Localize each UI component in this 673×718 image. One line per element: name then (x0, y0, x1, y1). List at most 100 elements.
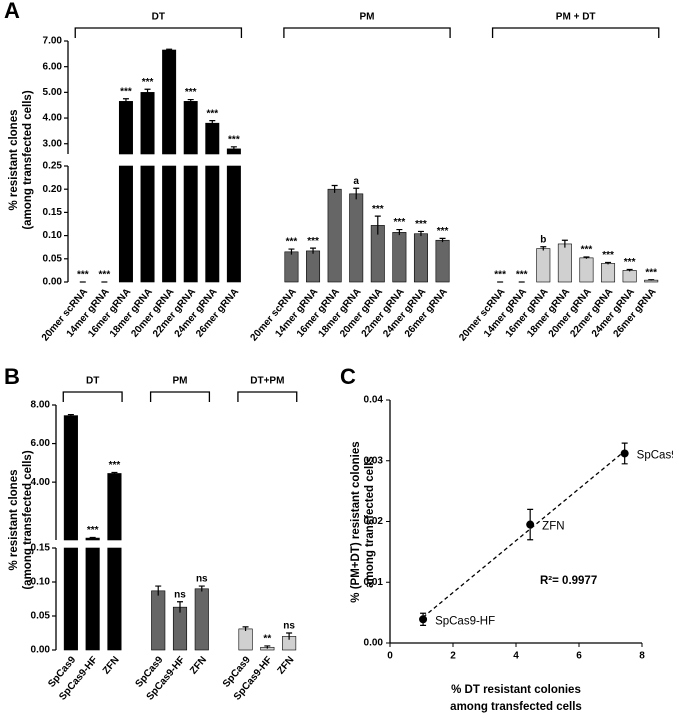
point-label: SpCas9-HF (435, 615, 495, 627)
significance-label: *** (286, 237, 298, 248)
bar (413, 233, 428, 283)
bar-lower-part (118, 165, 133, 283)
bar-lower-part (140, 165, 155, 283)
significance-label: *** (624, 257, 636, 268)
y-tick-label: 4.00 (31, 477, 51, 488)
y-tick-label: 5.00 (43, 87, 63, 98)
bar (579, 257, 594, 283)
error-bar (122, 98, 129, 104)
group-label: DT (152, 12, 165, 23)
group-bracket (74, 27, 243, 38)
bar-upper-part (183, 101, 198, 155)
bar-upper-part (205, 122, 220, 155)
significance-label: *** (206, 108, 218, 119)
error-bar (264, 645, 271, 649)
y-tick-label: 8.00 (31, 400, 51, 411)
fit-line (422, 450, 626, 618)
error-bar (177, 601, 183, 613)
group-bracket (62, 391, 123, 402)
error-bar (310, 247, 317, 254)
significance-label: *** (372, 204, 384, 215)
bar-lower-part (226, 165, 241, 283)
significance-label: ns (196, 574, 208, 585)
bar-upper-part (107, 473, 122, 541)
bar-lower-part (162, 165, 177, 283)
error-bar (198, 585, 205, 592)
error-bar (155, 585, 162, 596)
y-tick-label: 0.00 (364, 638, 384, 649)
bar-lower-part (183, 165, 198, 283)
bar (349, 193, 364, 283)
y-tick-label: 0.05 (31, 611, 51, 622)
significance-label: *** (99, 270, 111, 281)
error-bar (353, 187, 360, 200)
group-label: DT+PM (250, 376, 284, 387)
y-tick-label: 7.00 (43, 36, 63, 47)
significance-label: *** (77, 270, 89, 281)
y-tick-label: 0.25 (43, 161, 63, 172)
panel-letter: C (340, 364, 356, 389)
group-label: PM (360, 12, 375, 23)
significance-label: *** (415, 219, 427, 230)
bar (536, 248, 551, 283)
y-tick-label: 0.04 (364, 395, 384, 406)
error-bar (67, 414, 74, 417)
group-label: PM (173, 376, 188, 387)
bar-upper-part (63, 415, 78, 541)
error-bar (374, 215, 381, 235)
significance-label: ** (263, 634, 271, 645)
point (419, 615, 428, 624)
error-bar (187, 98, 194, 104)
y-tick-label: 6.00 (31, 438, 51, 449)
bar-lower-part (205, 165, 220, 283)
error-bar (89, 536, 96, 539)
bar (392, 232, 407, 283)
x-tick-label: ZFN (276, 655, 297, 677)
significance-label: *** (394, 217, 406, 228)
bar (284, 251, 299, 283)
point-label: SpCas9 (637, 449, 673, 461)
bar (238, 628, 253, 651)
significance-label: *** (645, 267, 657, 278)
x-tick-label: 0 (387, 651, 393, 662)
point (620, 449, 629, 458)
y-tick-label: 0.00 (31, 645, 51, 656)
significance-label: *** (437, 226, 449, 237)
group-bracket (283, 27, 451, 38)
significance-label: *** (142, 77, 154, 88)
group-label: PM + DT (556, 12, 596, 23)
error-bar (439, 237, 446, 243)
bar (194, 588, 209, 651)
x-axis-title: % DT resistant colonies (451, 684, 581, 696)
significance-label: *** (494, 270, 506, 281)
x-tick-label: ZFN (188, 655, 209, 677)
error-bar (209, 120, 216, 126)
group-bracket (491, 27, 660, 38)
significance-label: a (353, 176, 359, 187)
x-tick-label: ZFN (101, 655, 122, 677)
error-bar (626, 268, 633, 272)
y-tick-label: 3.00 (43, 138, 63, 149)
significance-label: *** (87, 525, 99, 536)
significance-label: ns (174, 589, 186, 600)
bar-lower-part (107, 547, 122, 651)
point-label: ZFN (542, 521, 564, 533)
significance-label: ns (283, 621, 295, 632)
y-axis-title: % resistant clones (8, 470, 20, 571)
y-tick-label: 0.10 (31, 577, 51, 588)
y-axis-title: % (PM+DT) resistant colonies (350, 441, 362, 602)
y-axis-title: (among transfected cells) (22, 450, 34, 589)
bar (151, 590, 166, 651)
y-tick-label: 0.15 (31, 543, 51, 554)
bar-upper-part (162, 49, 177, 155)
error-bar (166, 48, 173, 51)
y-tick-label: 4.00 (43, 113, 63, 124)
x-tick-label: 8 (639, 651, 645, 662)
significance-label: *** (185, 87, 197, 98)
error-bar (396, 228, 403, 236)
error-bar (331, 184, 338, 193)
bar (557, 243, 572, 283)
significance-label: b (540, 234, 546, 245)
error-bar (583, 256, 590, 259)
